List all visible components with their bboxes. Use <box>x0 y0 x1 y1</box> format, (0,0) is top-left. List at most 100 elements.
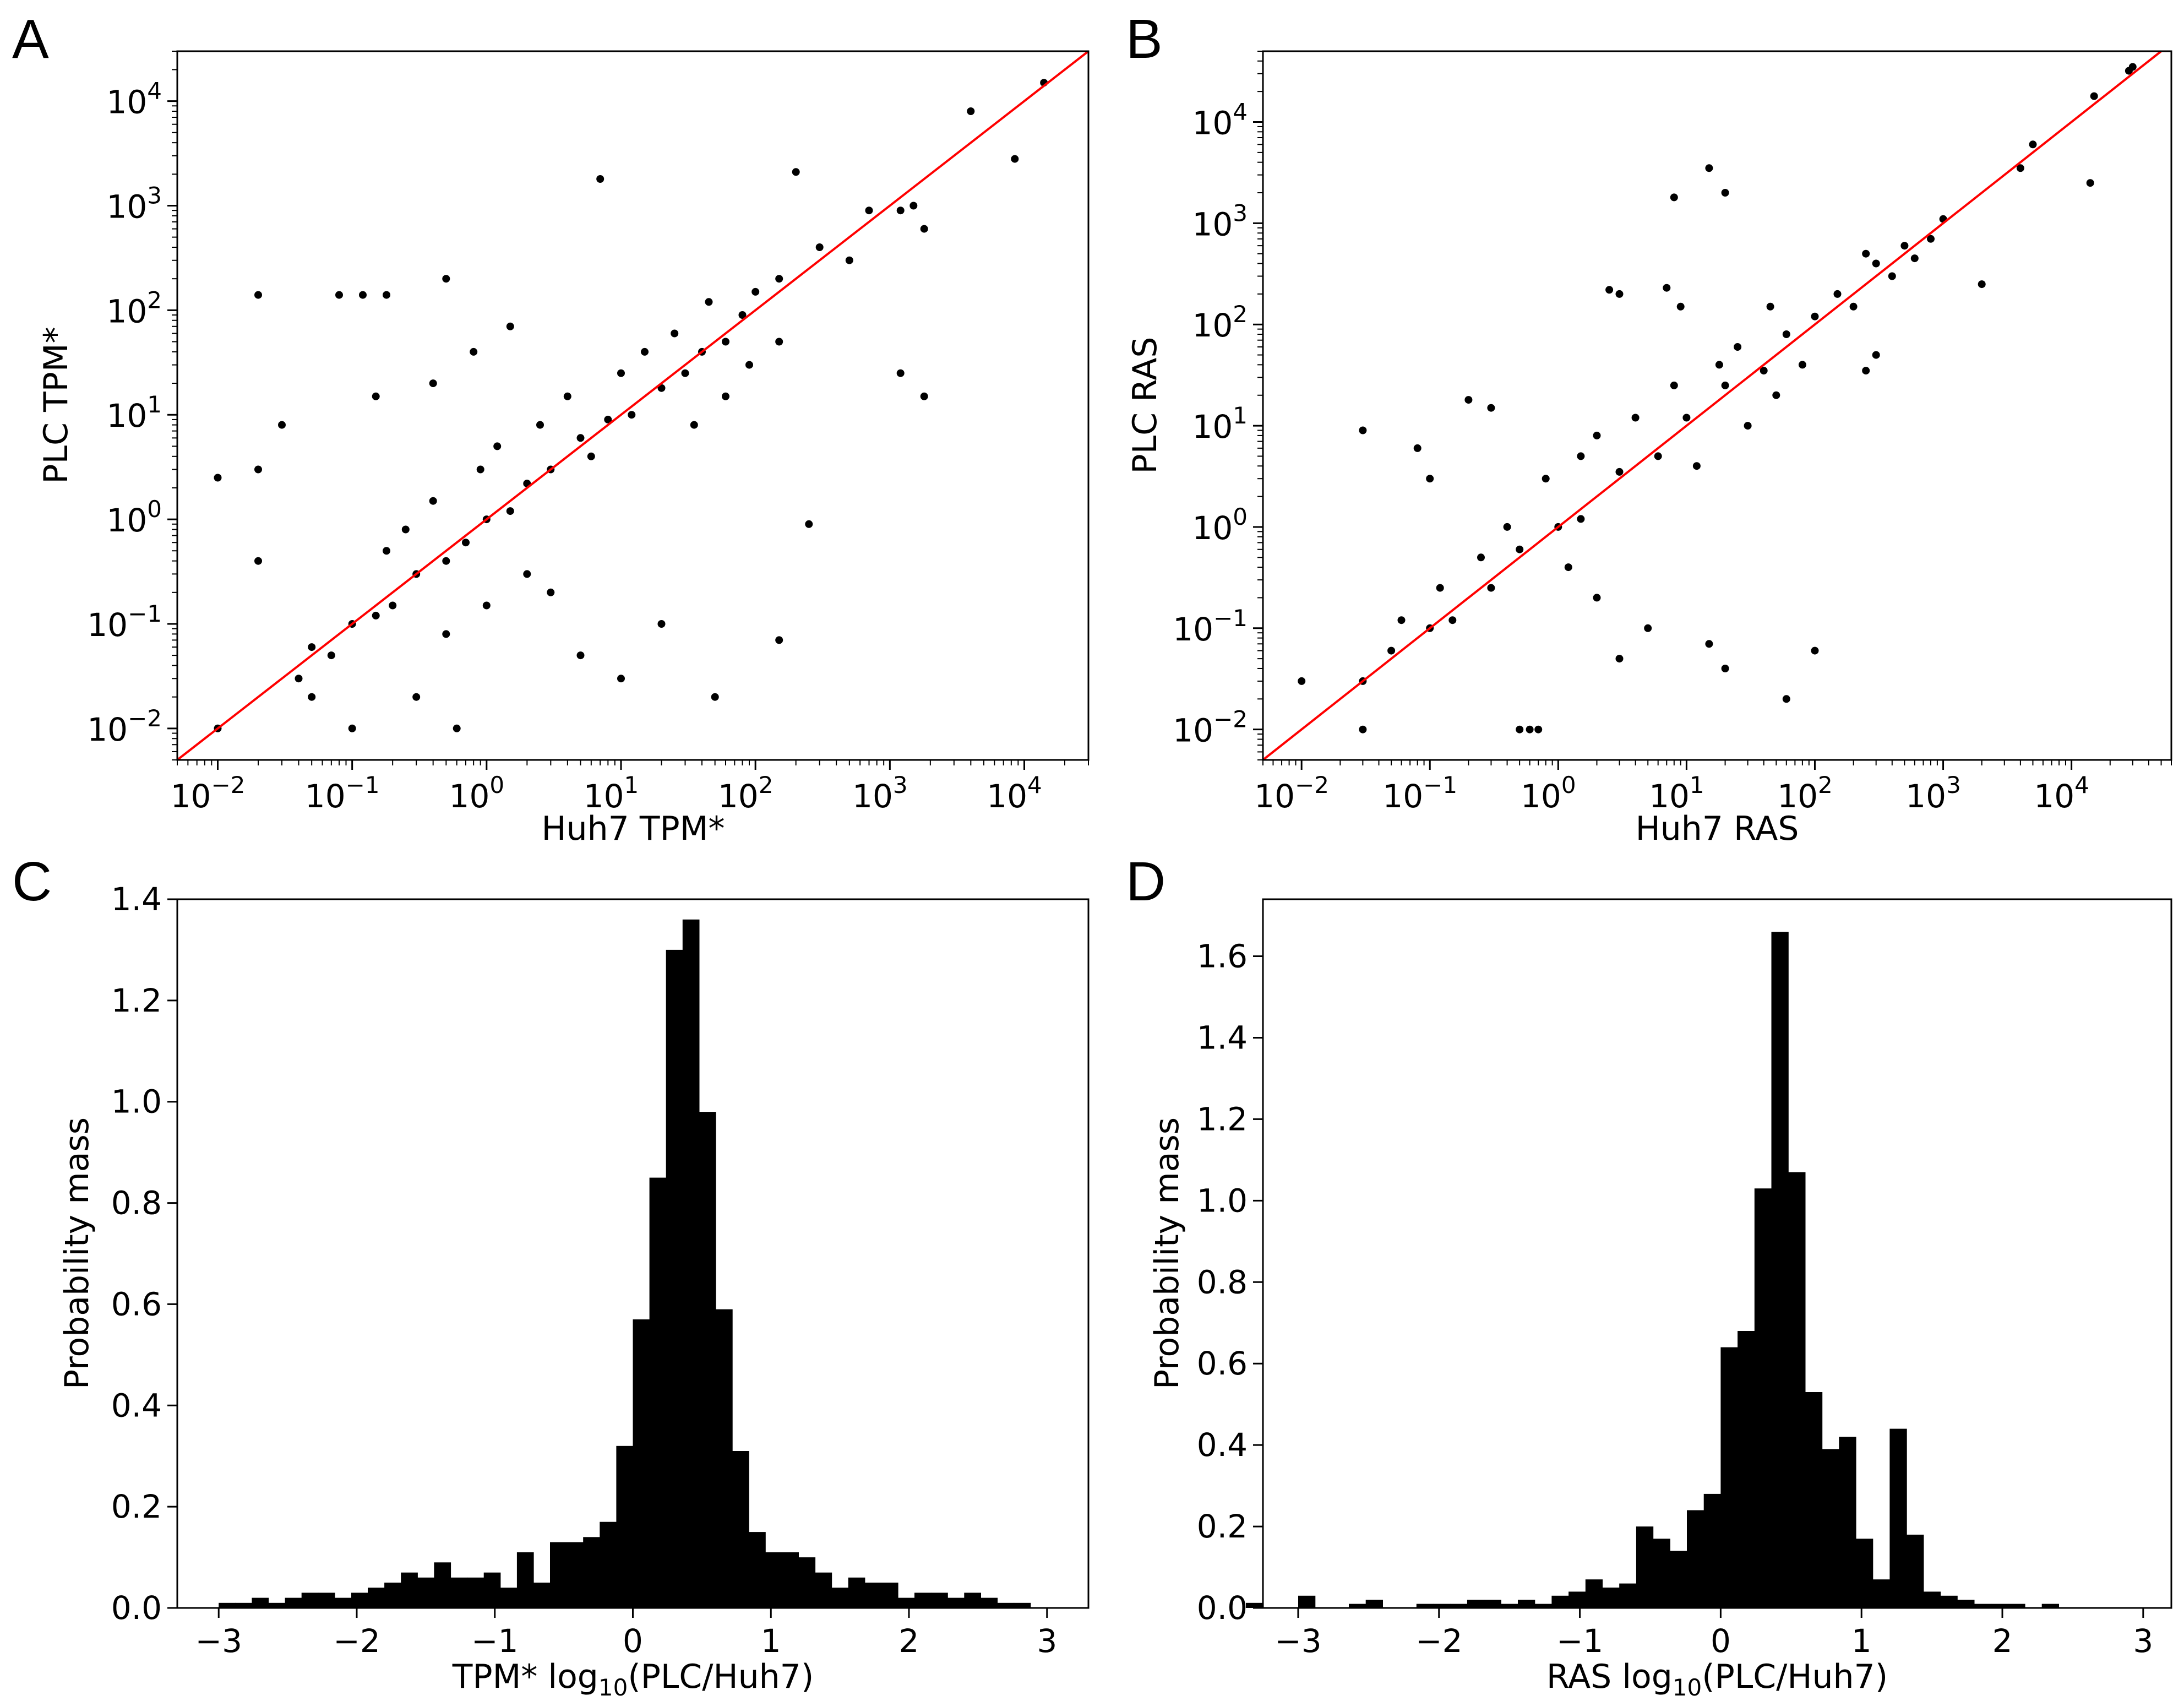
x-tick-exp: 3 <box>1946 771 1961 798</box>
scatter-point <box>308 693 316 701</box>
panel-c: C −3 −2 −1 0 1 2 3 0.0 0.2 0.4 0.6 0.8 1.0 1.2 1.4 TP… <box>12 851 1263 1701</box>
scatter-point <box>657 620 666 628</box>
scatter-point <box>1615 468 1624 476</box>
x-tick-label: 102 <box>1777 771 1833 815</box>
scatter-point <box>617 369 625 377</box>
y-tick-label: 1.0 <box>111 1083 162 1121</box>
histogram-bar <box>1602 1588 1620 1608</box>
x-axis-label-d-prefix: RAS log <box>1546 1657 1673 1696</box>
y-tick-label: 100 <box>106 496 162 539</box>
scatter-point <box>1397 616 1406 624</box>
scatter-point <box>1503 523 1511 531</box>
x-tick-label: −2 <box>333 1622 380 1660</box>
histogram-bar <box>1839 1437 1856 1608</box>
x-tick-base: 10 <box>852 778 893 815</box>
x-tick-base: 10 <box>171 778 211 815</box>
scatter-point <box>1516 725 1524 733</box>
y-tick-label: 0.0 <box>1197 1589 1248 1627</box>
scatter-point <box>896 206 905 215</box>
histogram-bar <box>1433 1604 1451 1608</box>
scatter-point <box>482 601 491 610</box>
y-tick-exp: −1 <box>1213 605 1248 632</box>
histogram-bar <box>1450 1604 1468 1608</box>
panel-d: D −3 −2 −1 0 1 2 3 0.0 0.2 0.4 0.6 0.8 1.0 1.2 1.4 1.6… <box>1126 851 2172 1701</box>
fit-line-a <box>176 50 1090 761</box>
y-tick-label: 104 <box>1192 99 1248 142</box>
x-tick-label: −3 <box>1275 1622 1322 1660</box>
scatter-point <box>722 338 729 346</box>
histogram-bar <box>1365 1600 1383 1608</box>
y-tick-label: 102 <box>106 286 162 330</box>
scatter-point <box>815 243 824 251</box>
x-tick-exp: 0 <box>1561 771 1576 798</box>
x-tick-exp: 2 <box>1818 771 1833 798</box>
histogram-bar <box>1822 1449 1839 1608</box>
y-tick-base: 10 <box>106 188 147 225</box>
x-axis-d: −3 −2 −1 0 1 2 3 <box>1275 1608 2153 1660</box>
scatter-point <box>1564 563 1572 572</box>
histogram-bar <box>252 1597 269 1608</box>
y-tick-base: 10 <box>106 292 147 330</box>
scatter-point <box>775 636 783 644</box>
x-tick-label: 104 <box>987 771 1042 815</box>
histogram-bar <box>1687 1510 1704 1608</box>
x-tick-exp: −1 <box>1423 771 1457 798</box>
x-axis-a: 10−2 10−1 100 101 102 103 104 <box>171 760 1089 815</box>
y-axis-d: 0.0 0.2 0.4 0.6 0.8 1.0 1.2 1.4 1.6 <box>1197 938 1263 1627</box>
x-tick-label: 10−2 <box>171 771 246 815</box>
histogram-bar <box>732 1451 749 1608</box>
y-tick-exp: 2 <box>147 286 162 313</box>
scatter-point <box>1436 584 1444 592</box>
histogram-bar <box>1957 1600 1975 1608</box>
x-tick-label: 0 <box>623 1622 643 1660</box>
histogram-bar <box>401 1572 418 1608</box>
scatter-point <box>775 275 783 283</box>
scatter-point <box>896 369 905 377</box>
x-tick-label: 101 <box>584 771 639 815</box>
scatter-point <box>671 329 679 338</box>
y-tick-base: 10 <box>106 397 147 434</box>
x-tick-label: −1 <box>1556 1622 1604 1660</box>
x-tick-base: 10 <box>987 778 1027 815</box>
scatter-point <box>1426 475 1434 483</box>
scatter-point <box>1862 249 1870 258</box>
histogram-bar <box>633 1319 650 1608</box>
scatter-point <box>845 256 853 264</box>
y-tick-label: 101 <box>1192 402 1248 445</box>
scatter-point <box>442 275 450 283</box>
histogram-bar <box>351 1593 368 1608</box>
plot-frame-d <box>1262 898 2172 1609</box>
x-tick-label: 100 <box>1521 771 1576 815</box>
x-tick-exp: 4 <box>1027 771 1042 798</box>
scatter-point <box>1605 286 1614 294</box>
scatter-point <box>1760 367 1768 375</box>
histogram-bar <box>334 1597 352 1608</box>
scatter-point <box>1811 646 1819 655</box>
histogram-bar <box>2008 1604 2025 1608</box>
histogram-bar <box>1585 1579 1603 1608</box>
scatter-point <box>1516 545 1524 553</box>
panel-letter-b: B <box>1126 8 1163 70</box>
scatter-point <box>1833 290 1842 298</box>
x-tick-label: 0 <box>1711 1622 1731 1660</box>
scatter-point <box>506 507 514 515</box>
scatter-point <box>967 107 975 115</box>
histogram-bar <box>716 1309 733 1608</box>
histogram-bar <box>1771 932 1789 1608</box>
x-tick-base: 10 <box>449 778 490 815</box>
y-tick-label: 0.2 <box>1197 1508 1248 1545</box>
scatter-point <box>920 225 928 233</box>
histogram-bar <box>1754 1188 1772 1608</box>
y-tick-label: 0.8 <box>111 1184 162 1222</box>
y-tick-label: 0.2 <box>111 1488 162 1525</box>
histogram-bar <box>384 1583 401 1608</box>
scatter-point <box>576 434 585 442</box>
y-tick-label: 1.4 <box>111 881 162 918</box>
x-tick-label: 10−2 <box>1254 771 1329 815</box>
x-tick-label: 10−1 <box>305 771 380 815</box>
scatter-point <box>690 421 698 429</box>
panel-letter-c: C <box>12 851 52 912</box>
histogram-bar <box>782 1552 799 1608</box>
x-tick-exp: 4 <box>2074 771 2089 798</box>
y-tick-label: 1.4 <box>1197 1019 1248 1056</box>
